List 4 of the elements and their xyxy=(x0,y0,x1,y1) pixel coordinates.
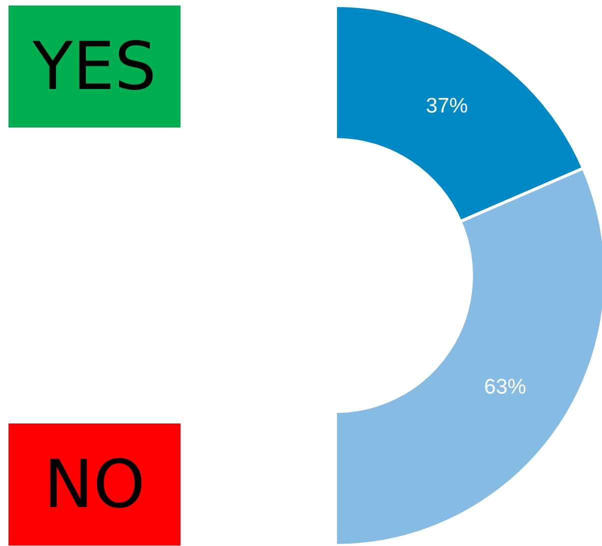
data-label: 37% xyxy=(426,94,468,118)
text: YES xyxy=(32,28,156,105)
data-label: 63% xyxy=(484,375,526,398)
text: NO xyxy=(44,446,146,523)
